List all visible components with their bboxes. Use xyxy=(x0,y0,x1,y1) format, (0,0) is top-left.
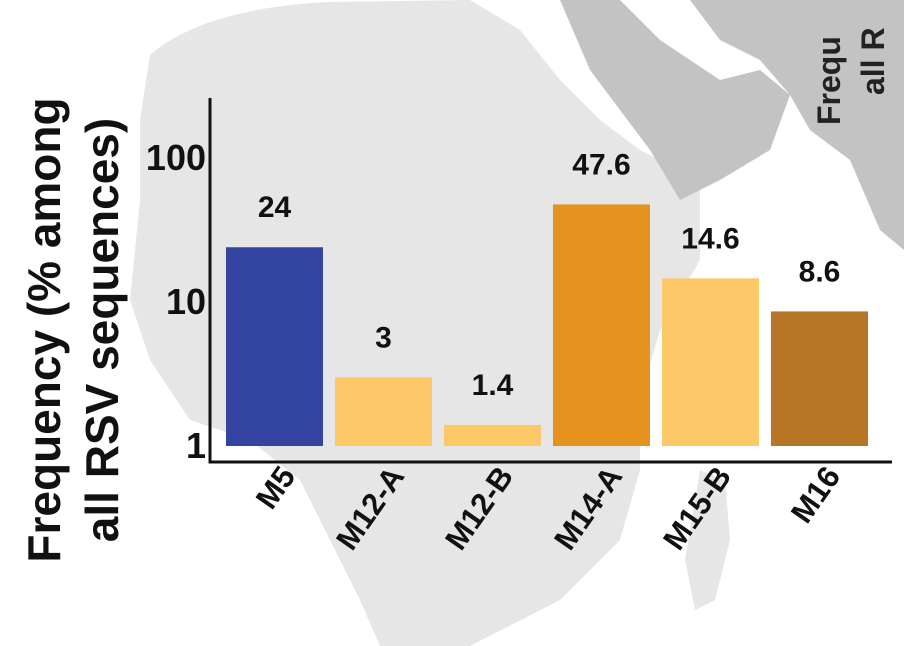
bar-m5 xyxy=(226,247,323,446)
y-tick-label: 1 xyxy=(186,425,206,466)
bar-value-label: 47.6 xyxy=(572,148,630,181)
bar-m14-a xyxy=(553,204,650,446)
y-tick-label: 10 xyxy=(166,281,206,322)
asia-map-shape xyxy=(690,0,904,250)
bar-value-label: 3 xyxy=(375,321,392,354)
africa-map-shape xyxy=(130,0,700,646)
bar-value-label: 1.4 xyxy=(472,369,514,402)
bar-m12-a xyxy=(335,377,432,446)
madagascar-map-shape xyxy=(685,470,730,610)
right-panel-label-line1: Frequ xyxy=(811,36,847,125)
bar-m15-b xyxy=(662,278,759,446)
bar-value-label: 8.6 xyxy=(799,255,841,288)
x-tick-label: M16 xyxy=(784,460,847,529)
y-axis-title-line2: all RSV sequences) xyxy=(76,118,128,542)
arabia-map-shape xyxy=(560,0,790,200)
y-axis-title-line1: Frequency (% among xyxy=(18,97,70,562)
right-panel-partial-title: Frequ all R xyxy=(811,27,891,125)
y-tick-label: 100 xyxy=(146,137,206,178)
bar-value-label: 24 xyxy=(258,191,292,224)
background-map xyxy=(130,0,904,646)
right-panel-label-line2: all R xyxy=(855,27,891,95)
bar-m12-b xyxy=(444,424,541,446)
y-axis-title: Frequency (% among all RSV sequences) xyxy=(18,97,128,562)
bar-m16 xyxy=(771,311,868,446)
bar-value-label: 14.6 xyxy=(681,222,739,255)
